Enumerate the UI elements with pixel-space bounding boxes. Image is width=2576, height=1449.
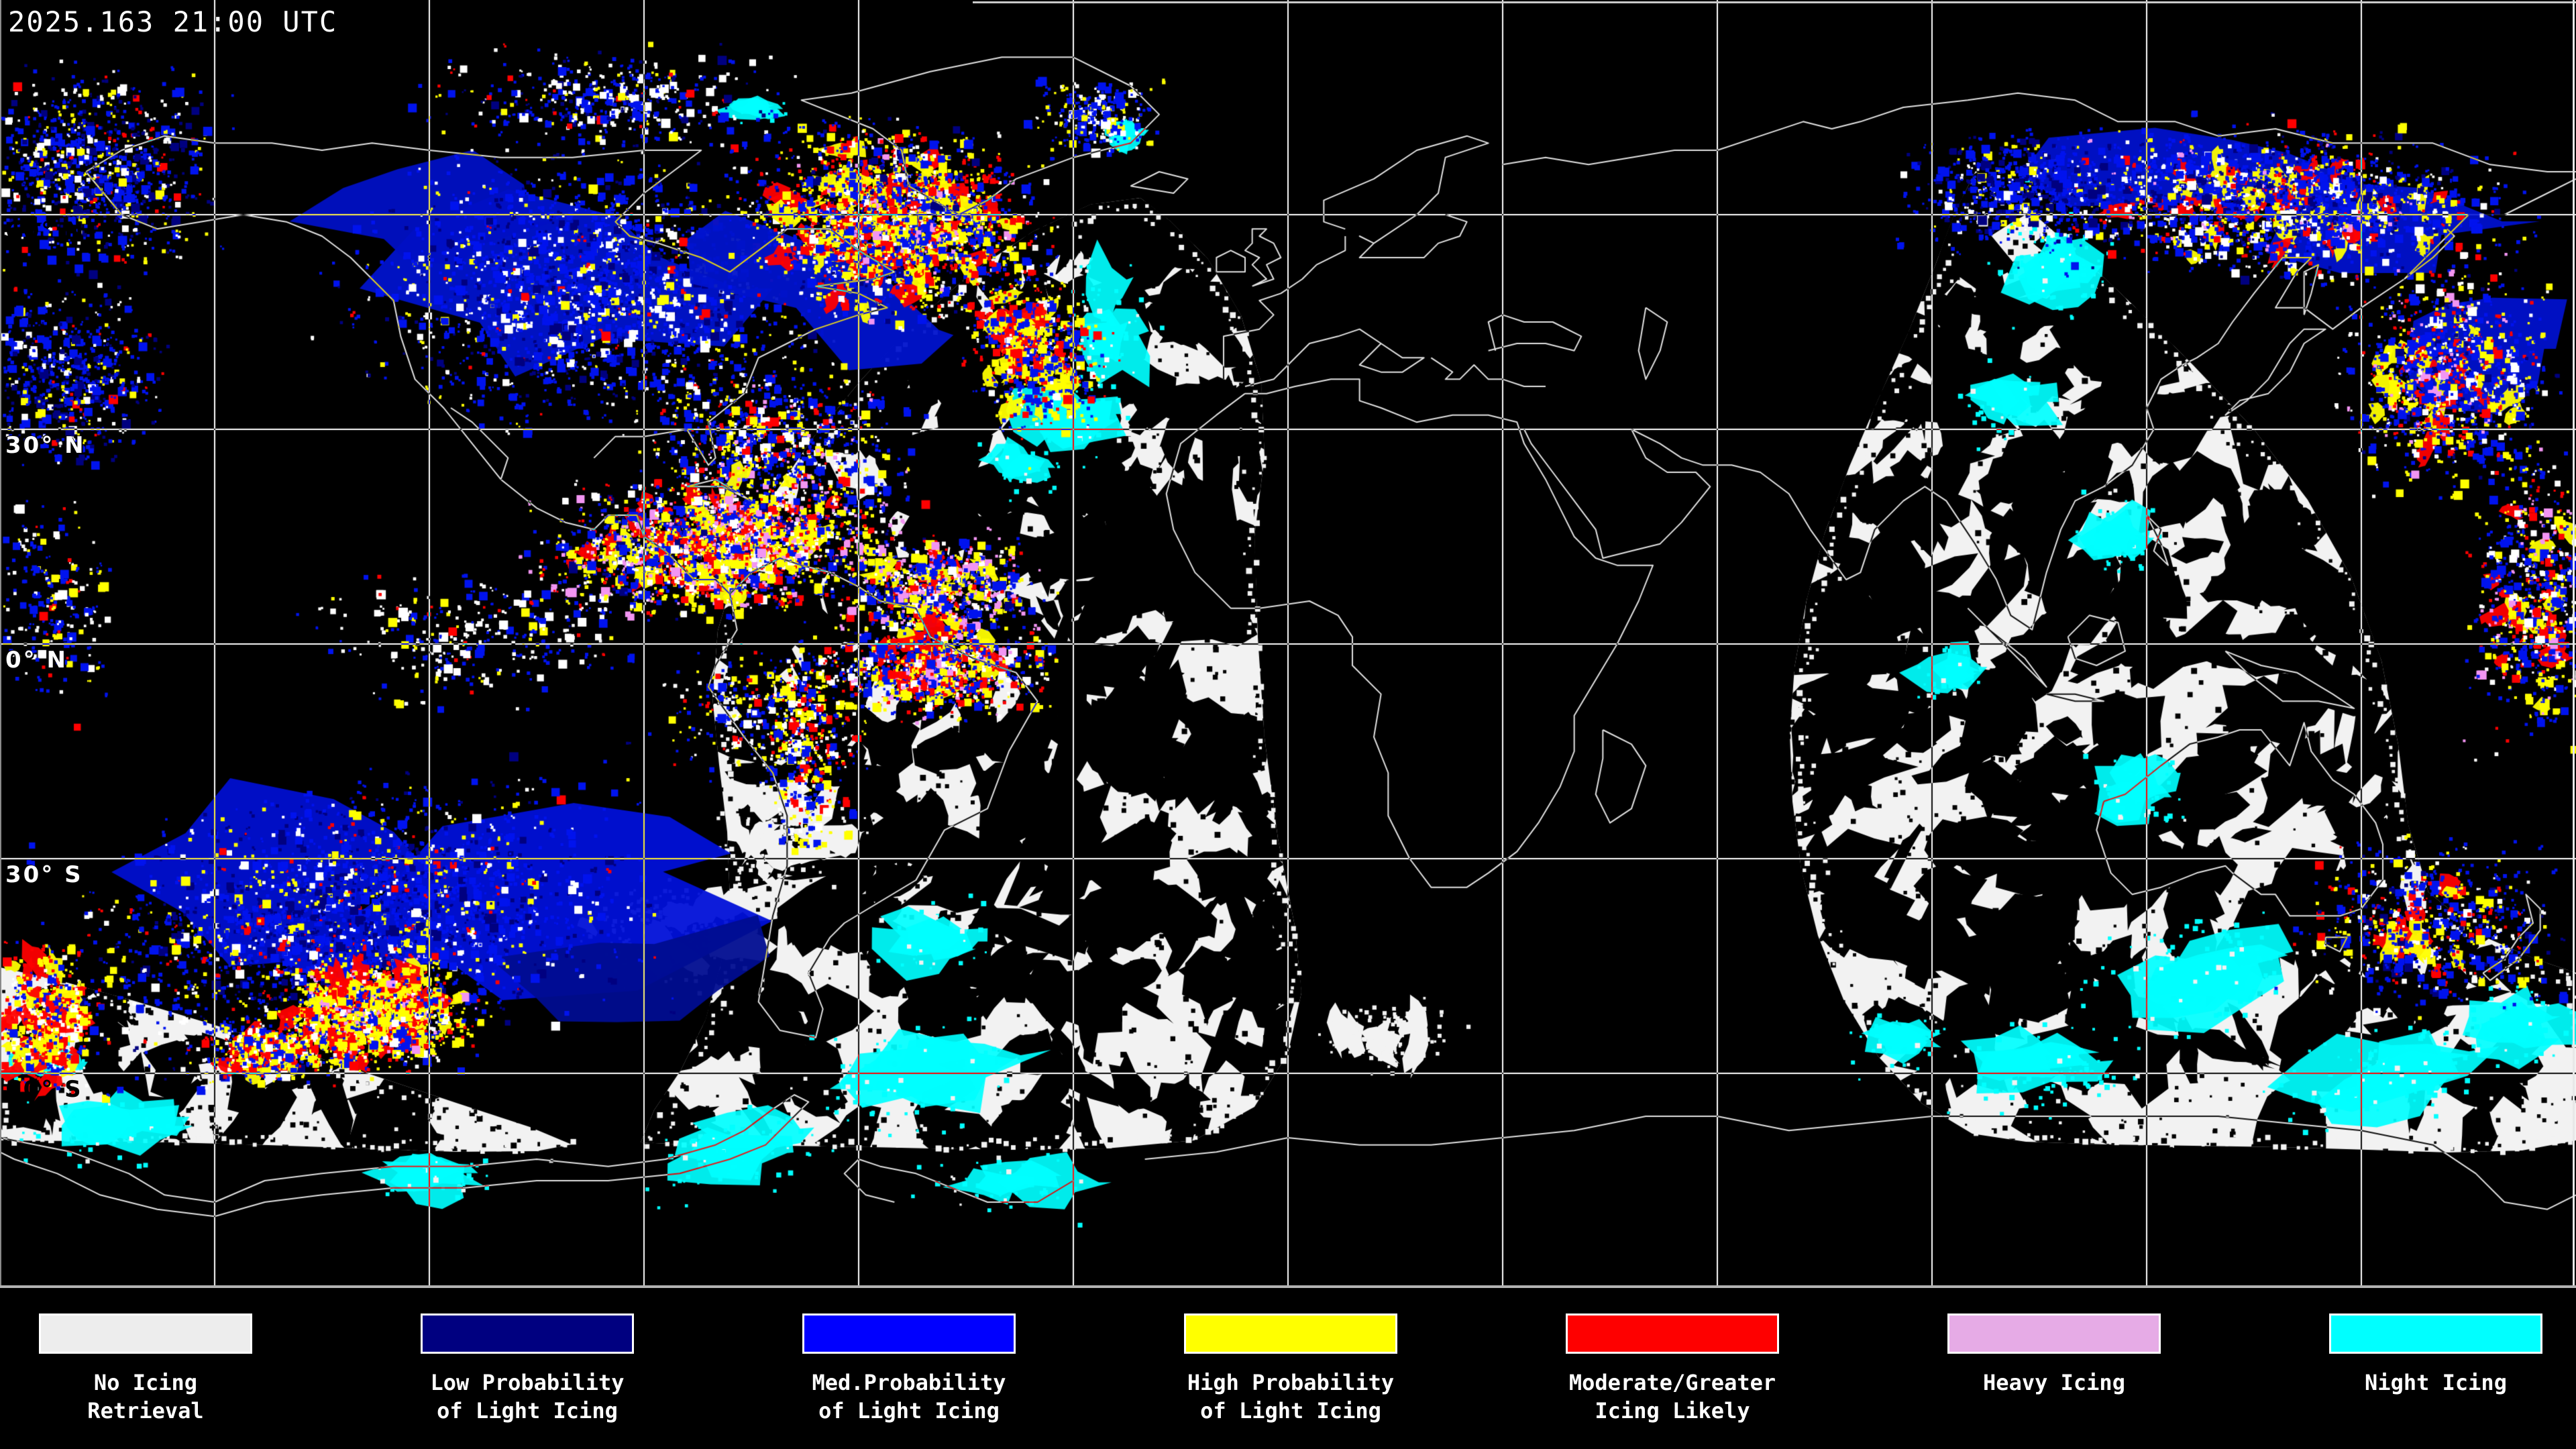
legend-item-0: No Icing Retrieval <box>39 1313 252 1449</box>
legend-label-1: Low Probability of Light Icing <box>430 1370 625 1424</box>
legend-item-2: Med.Probability of Light Icing <box>802 1313 1016 1449</box>
lat-label-0: 60° N <box>5 217 86 244</box>
legend-swatch-1 <box>421 1313 634 1354</box>
map-right-border <box>2573 0 2575 1287</box>
lat-label-2: 0° N <box>5 647 68 674</box>
legend-swatch-6 <box>2329 1313 2542 1354</box>
legend-swatch-2 <box>802 1313 1016 1354</box>
map-bottom-border <box>0 1285 2576 1288</box>
lat-label-4: 60° S <box>5 1076 83 1103</box>
legend-label-5: Heavy Icing <box>1983 1370 2125 1395</box>
legend-item-6: Night Icing <box>2329 1313 2542 1449</box>
legend-item-1: Low Probability of Light Icing <box>421 1313 634 1449</box>
legend-label-4: Moderate/Greater Icing Likely <box>1568 1370 1776 1424</box>
legend-label-3: High Probability of Light Icing <box>1187 1370 1395 1424</box>
legend-swatch-0 <box>39 1313 252 1354</box>
legend: No Icing Retrieval Low Probability of Lig… <box>0 1288 2576 1449</box>
legend-label-2: Med.Probability of Light Icing <box>812 1370 1006 1424</box>
legend-item-4: Moderate/Greater Icing Likely <box>1566 1313 1779 1449</box>
map-area: 2025.163 21:00 UTC 60° N 30° N 0° N 30° S 60… <box>0 0 2576 1288</box>
map-top-border <box>973 1 2576 3</box>
legend-swatch-4 <box>1566 1313 1779 1354</box>
map-left-border <box>0 0 1 1287</box>
legend-label-6: Night Icing <box>2365 1370 2507 1395</box>
icing-map-canvas <box>0 0 2576 1288</box>
legend-item-5: Heavy Icing <box>1947 1313 2161 1449</box>
legend-item-3: High Probability of Light Icing <box>1184 1313 1397 1449</box>
lat-label-1: 30° N <box>5 432 86 459</box>
legend-swatch-5 <box>1947 1313 2161 1354</box>
lat-label-3: 30° S <box>5 861 83 888</box>
timestamp: 2025.163 21:00 UTC <box>8 5 338 38</box>
legend-label-0: No Icing Retrieval <box>87 1370 204 1424</box>
legend-swatch-3 <box>1184 1313 1397 1354</box>
